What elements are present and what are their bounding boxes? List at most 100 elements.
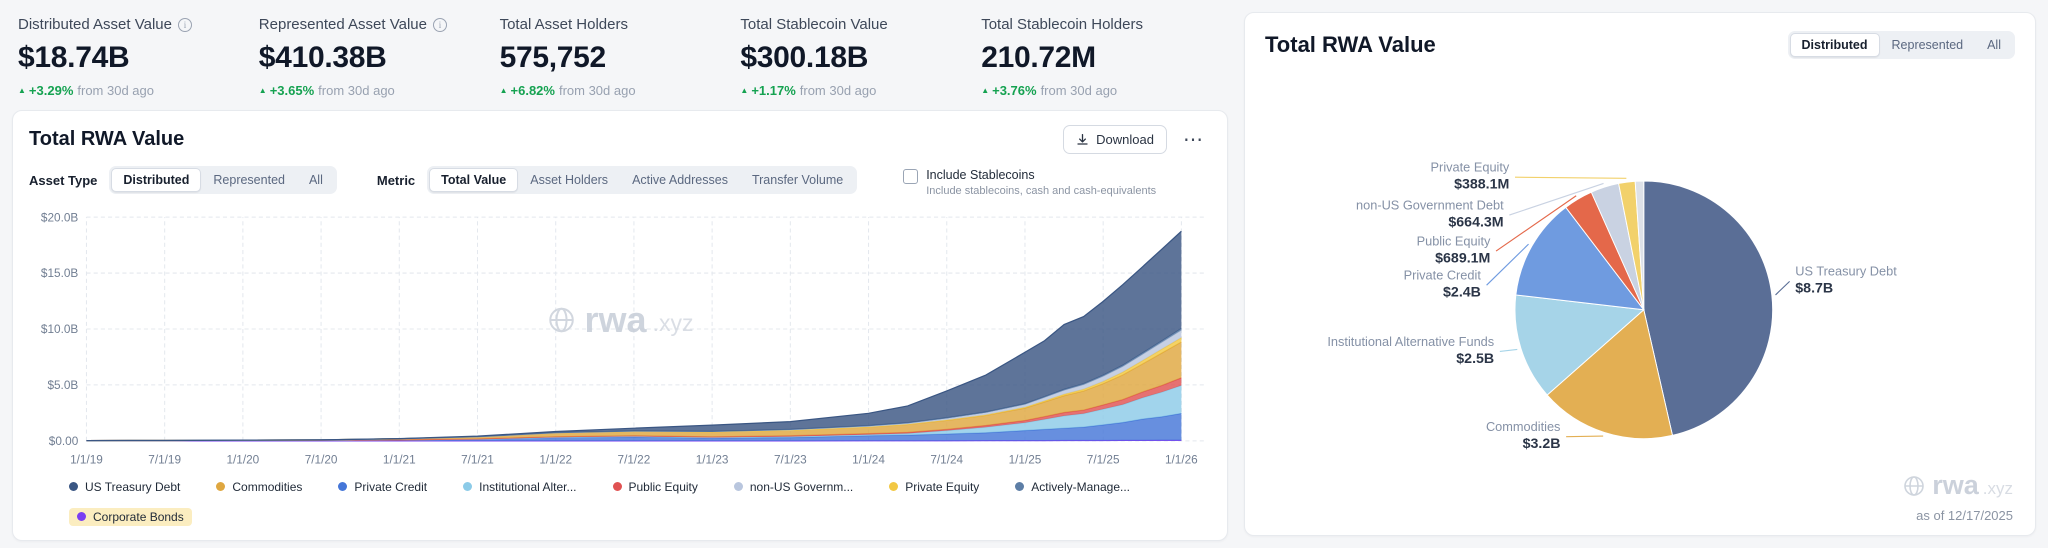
pie-asset-type-toggle: Distributed Represented All — [1787, 31, 2015, 59]
stat-label: Total Asset Holders — [499, 16, 628, 33]
up-arrow-icon — [500, 86, 508, 95]
info-icon[interactable] — [432, 17, 447, 32]
legend-dot — [733, 482, 743, 492]
pie-leader-line — [1495, 195, 1577, 252]
x-axis-tick: 1/1/19 — [70, 453, 103, 466]
pie-value: $388.1M — [1454, 177, 1509, 193]
area-series-line — [86, 377, 1182, 442]
pie-option-represented[interactable]: Represented — [1880, 33, 1976, 57]
x-axis-tick: 7/1/23 — [774, 453, 807, 466]
legend-item[interactable]: Private Equity — [889, 480, 979, 494]
pie-chart: US Treasury Debt $8.7B Commodities $3.2B Ins… — [1265, 59, 2015, 517]
globe-icon — [1904, 475, 1925, 496]
stat-delta: +3.76% — [992, 83, 1037, 98]
area-series-private-credit[interactable] — [86, 413, 1182, 441]
stat-distributed-asset-value: Distributed Asset Value $18.74B +3.29%fr… — [18, 16, 259, 98]
up-arrow-icon — [259, 86, 267, 95]
x-axis-tick: 1/1/21 — [383, 453, 416, 466]
asset-type-label: Asset Type — [29, 173, 98, 188]
legend-item[interactable]: Actively-Manage... — [1015, 480, 1130, 494]
asset-type-option-represented[interactable]: Represented — [201, 168, 297, 192]
more-options-button[interactable] — [1177, 127, 1211, 152]
metric-option-transfer-volume[interactable]: Transfer Volume — [740, 168, 855, 192]
stat-value: 575,752 — [499, 41, 607, 74]
legend-dot — [612, 482, 622, 492]
stat-label: Total Stablecoin Value — [740, 16, 888, 33]
rwa-value-chart-card: Total RWA Value Download Asset Type Dist… — [12, 110, 1228, 541]
legend-label: Corporate Bonds — [93, 509, 184, 524]
chart-controls: Asset Type Distributed Represented All M… — [29, 166, 1211, 197]
legend-item[interactable]: Commodities — [216, 480, 302, 494]
up-arrow-icon — [740, 86, 748, 95]
pie-value: $8.7B — [1795, 281, 1833, 297]
pie-label: US Treasury Debt — [1795, 264, 1897, 279]
y-axis-tick: $0.00 — [49, 435, 79, 448]
x-axis-tick: 1/1/24 — [852, 453, 885, 466]
legend-item[interactable]: Public Equity — [612, 479, 698, 494]
metric-option-active-addresses[interactable]: Active Addresses — [620, 168, 740, 192]
stat-delta-period: from 30d ago — [318, 83, 395, 98]
stat-total-stablecoin-holders: Total Stablecoin Holders 210.72M +3.76%f… — [981, 16, 1222, 98]
download-button[interactable]: Download — [1063, 125, 1167, 154]
pie-slice-private-credit[interactable] — [1515, 206, 1645, 311]
pie-slice-commodities[interactable] — [1546, 308, 1674, 440]
pie-label: Private Credit — [1404, 267, 1482, 282]
y-axis-tick: $10.0B — [41, 323, 78, 336]
watermark: rwa .xyz — [1902, 470, 2013, 501]
x-axis-tick: 1/1/23 — [696, 453, 729, 466]
legend-dot — [463, 482, 473, 492]
y-axis-tick: $5.0B — [47, 379, 78, 392]
pie-option-all[interactable]: All — [1975, 33, 2013, 57]
info-icon[interactable] — [177, 17, 192, 32]
stacked-area-chart[interactable]: $0.00 $5.0B $10.0B $15.0B $20.0B 1/1/19 7/1/19… — [29, 211, 1211, 470]
stat-label: Represented Asset Value — [258, 16, 427, 33]
include-stablecoins-checkbox[interactable] — [903, 169, 919, 184]
legend-label: Private Credit — [354, 479, 428, 494]
pie-value: $2.4B — [1443, 285, 1481, 301]
stat-delta-period: from 30d ago — [558, 83, 636, 98]
pie-label: Public Equity — [1417, 233, 1491, 248]
stat-label: Total Stablecoin Holders — [981, 16, 1143, 33]
legend-item[interactable]: Private Credit — [338, 480, 427, 494]
pie-label: Private Equity — [1431, 160, 1510, 175]
legend-label: Actively-Manage... — [1031, 479, 1131, 494]
pie-value: $3.2B — [1523, 436, 1561, 452]
legend-label: Public Equity — [628, 479, 698, 494]
stat-total-stablecoin-value: Total Stablecoin Value $300.18B +1.17%fr… — [740, 16, 981, 98]
legend-dot — [1015, 482, 1025, 492]
metric-option-asset-holders[interactable]: Asset Holders — [518, 168, 620, 192]
x-axis-tick: 7/1/25 — [1087, 453, 1120, 466]
stat-delta-period: from 30d ago — [799, 83, 877, 98]
x-axis-tick: 1/1/26 — [1165, 453, 1198, 466]
legend-item[interactable]: Institutional Alter... — [463, 479, 577, 494]
legend-item[interactable]: non-US Governm... — [733, 480, 853, 494]
pie-leader-line — [1566, 435, 1604, 438]
legend-item[interactable]: Corporate Bonds — [69, 507, 192, 526]
stat-value: $300.18B — [740, 41, 869, 74]
legend-dot — [338, 482, 348, 492]
x-axis-tick: 7/1/22 — [618, 453, 651, 466]
include-stablecoins-sublabel: Include stablecoins, cash and cash-equiv… — [926, 185, 1157, 197]
pie-slice-other[interactable] — [1634, 180, 1645, 310]
stats-row: Distributed Asset Value $18.74B +3.29%fr… — [12, 12, 1228, 98]
pie-label: non-US Government Debt — [1356, 197, 1504, 212]
legend-item[interactable]: US Treasury Debt — [69, 480, 180, 494]
pie-slice-institutional-alternative-funds[interactable] — [1514, 294, 1645, 396]
asset-type-option-all[interactable]: All — [297, 168, 335, 192]
download-icon — [1077, 133, 1088, 145]
pie-leader-line — [1509, 182, 1604, 216]
asset-type-option-distributed[interactable]: Distributed — [111, 168, 202, 192]
stat-delta: +1.17% — [751, 83, 796, 98]
pie-option-distributed[interactable]: Distributed — [1789, 33, 1880, 57]
include-stablecoins-label: Include Stablecoins — [926, 168, 1035, 182]
watermark-suffix: .xyz — [1982, 478, 2013, 498]
legend-dot — [69, 482, 78, 492]
stat-delta-period: from 30d ago — [1040, 83, 1118, 98]
pie-leader-line — [1499, 348, 1518, 353]
legend-label: Institutional Alter... — [479, 479, 577, 494]
pie-slice-us-treasury-debt[interactable] — [1643, 180, 1774, 436]
pie-value: $2.5B — [1456, 351, 1494, 367]
x-axis-tick: 7/1/21 — [461, 453, 494, 466]
metric-option-total-value[interactable]: Total Value — [429, 168, 519, 192]
asset-type-toggle: Distributed Represented All — [109, 166, 337, 194]
